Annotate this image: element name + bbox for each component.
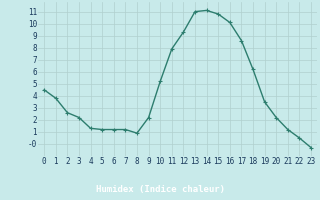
Text: Humidex (Indice chaleur): Humidex (Indice chaleur) — [95, 185, 225, 194]
